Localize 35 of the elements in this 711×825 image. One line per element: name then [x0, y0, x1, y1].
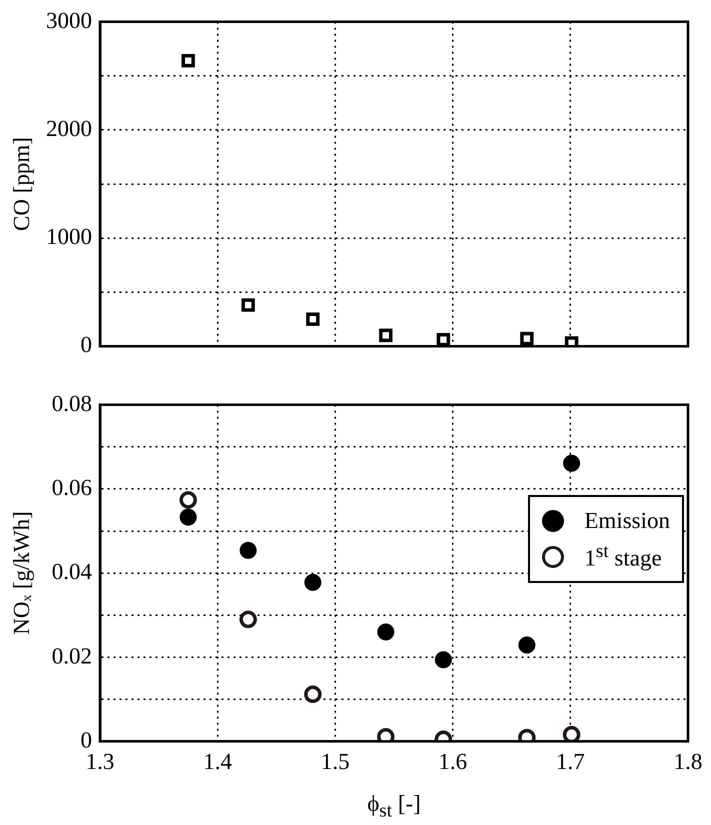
- point: [377, 624, 394, 641]
- point: [562, 726, 580, 742]
- point: [180, 508, 197, 526]
- point: [306, 312, 320, 326]
- point: [240, 542, 257, 559]
- point: [241, 298, 255, 312]
- point: [518, 636, 536, 654]
- y-tick-label: 1000: [46, 224, 92, 250]
- y-tick-label: 0.04: [52, 559, 92, 584]
- point: [436, 333, 450, 346]
- point: [434, 651, 452, 668]
- legend-label: 1$^{st}$ stage: [584, 541, 662, 572]
- y-tick-label: 3000: [46, 8, 92, 33]
- y-tick-label: 0.02: [52, 643, 92, 668]
- y-axis-title: CO [ppm]: [9, 137, 35, 231]
- point: [379, 328, 392, 342]
- point: [304, 686, 322, 704]
- y-tick-label: 0: [80, 332, 92, 358]
- x-tick-label: 1.6: [438, 749, 468, 774]
- y-tick-label: 2000: [46, 116, 92, 141]
- point: [520, 332, 534, 346]
- point: [182, 54, 195, 68]
- y-tick-label: 0.08: [52, 390, 92, 416]
- legend-label: Emission: [584, 508, 670, 534]
- y-axis-title: NOₓ [g/kWh]: [9, 511, 35, 635]
- x-tick-label: 1.5: [320, 749, 350, 774]
- x-tick-label: 1.8: [674, 749, 702, 774]
- y-tick-label: 0.06: [52, 474, 92, 500]
- x-tick-label: 1.4: [203, 749, 232, 774]
- point: [239, 610, 257, 628]
- point: [304, 574, 322, 591]
- point: [563, 454, 580, 472]
- x-tick-label: 1.7: [556, 749, 585, 774]
- point: [179, 491, 197, 509]
- x-axis-title: ϕ$_{st}$ [-]: [367, 791, 421, 823]
